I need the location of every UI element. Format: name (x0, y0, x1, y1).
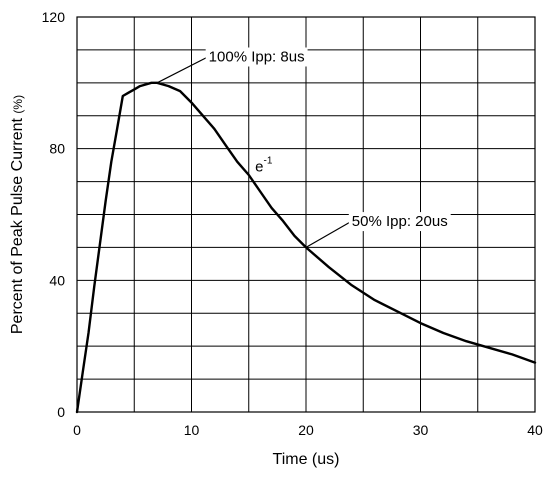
y-axis-label: Percent of Peak Pulse Current (%) (9, 95, 26, 334)
annotation-label: 50% Ipp: 20us (352, 213, 448, 230)
annotation-background (254, 150, 275, 176)
y-axis-label-text: Percent of Peak Pulse Current (9, 117, 26, 334)
annotation-background (205, 47, 308, 67)
tick-labels: 0 10 20 30 40 0 40 80 120 (42, 9, 543, 438)
y-tick-label: 0 (57, 404, 65, 420)
x-tick-label: 0 (73, 422, 81, 438)
x-tick-label: 10 (184, 422, 200, 438)
y-tick-label: 120 (42, 9, 66, 25)
x-tick-label: 30 (413, 422, 429, 438)
plot-frame (76, 16, 536, 413)
x-tick-label: 20 (298, 422, 314, 438)
x-tick-label: 40 (527, 422, 543, 438)
annotation-label: 100% Ipp: 8us (209, 49, 305, 66)
y-tick-label: 40 (49, 272, 65, 288)
y-tick-label: 80 (49, 141, 65, 157)
annotation-superscript: -1 (264, 156, 273, 167)
annotation-leader (156, 55, 209, 84)
gridlines (77, 17, 535, 412)
x-axis-label: Time (us) (273, 451, 340, 468)
annotation-background (348, 212, 451, 232)
annotation-leader (305, 220, 353, 248)
series-line (75, 81, 537, 414)
y-axis-label-unit: (%) (11, 95, 25, 114)
